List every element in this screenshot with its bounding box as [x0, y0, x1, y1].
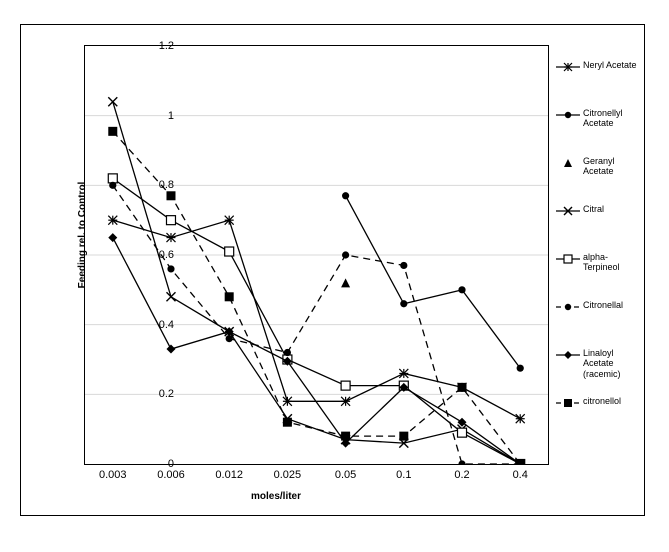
legend-sample: [556, 396, 580, 410]
legend-item: Citral: [556, 204, 642, 252]
legend-sample: [556, 60, 580, 74]
legend-sample: [556, 348, 580, 362]
legend-item: Citronellal: [556, 300, 642, 348]
legend-label: Citral: [583, 204, 642, 214]
x-tick-label: 0.025: [266, 469, 308, 481]
legend-label: Neryl Acetate: [583, 60, 642, 70]
legend-label: alpha-Terpineol: [583, 252, 642, 273]
legend-label: Linaloyl Acetate (racemic): [583, 348, 642, 379]
legend-item: Citronellyl Acetate: [556, 108, 642, 156]
y-tick-label: 1: [144, 110, 174, 122]
legend-label: Geranyl Acetate: [583, 156, 642, 177]
x-axis-label: moles/liter: [251, 491, 301, 502]
x-tick-label: 0.012: [208, 469, 250, 481]
legend-item: alpha-Terpineol: [556, 252, 642, 300]
legend-sample: [556, 108, 580, 122]
legend-label: Citronellal: [583, 300, 642, 310]
legend-sample: [556, 204, 580, 218]
x-tick-label: 0.2: [441, 469, 483, 481]
y-tick-label: 0.8: [144, 179, 174, 191]
y-tick-label: 1.2: [144, 40, 174, 52]
y-tick-label: 0.6: [144, 249, 174, 261]
legend-item: Geranyl Acetate: [556, 156, 642, 204]
legend-item: Linaloyl Acetate (racemic): [556, 348, 642, 396]
x-tick-label: 0.006: [150, 469, 192, 481]
legend: Neryl Acetate Citronellyl Acetate Geranyl …: [556, 60, 642, 444]
legend-label: citronellol: [583, 396, 642, 406]
legend-label: Citronellyl Acetate: [583, 108, 642, 129]
legend-sample: [556, 252, 580, 266]
legend-sample: [556, 156, 580, 170]
x-tick-label: 0.4: [499, 469, 541, 481]
x-tick-label: 0.003: [92, 469, 134, 481]
y-tick-label: 0.2: [144, 388, 174, 400]
chart-outer-frame: Feeding rel. to Control moles/liter Nery…: [20, 24, 645, 516]
legend-sample: [556, 300, 580, 314]
x-tick-label: 0.1: [383, 469, 425, 481]
x-tick-label: 0.05: [325, 469, 367, 481]
legend-item: citronellol: [556, 396, 642, 444]
legend-item: Neryl Acetate: [556, 60, 642, 108]
y-axis-label: Feeding rel. to Control: [77, 182, 88, 289]
y-tick-label: 0.4: [144, 319, 174, 331]
